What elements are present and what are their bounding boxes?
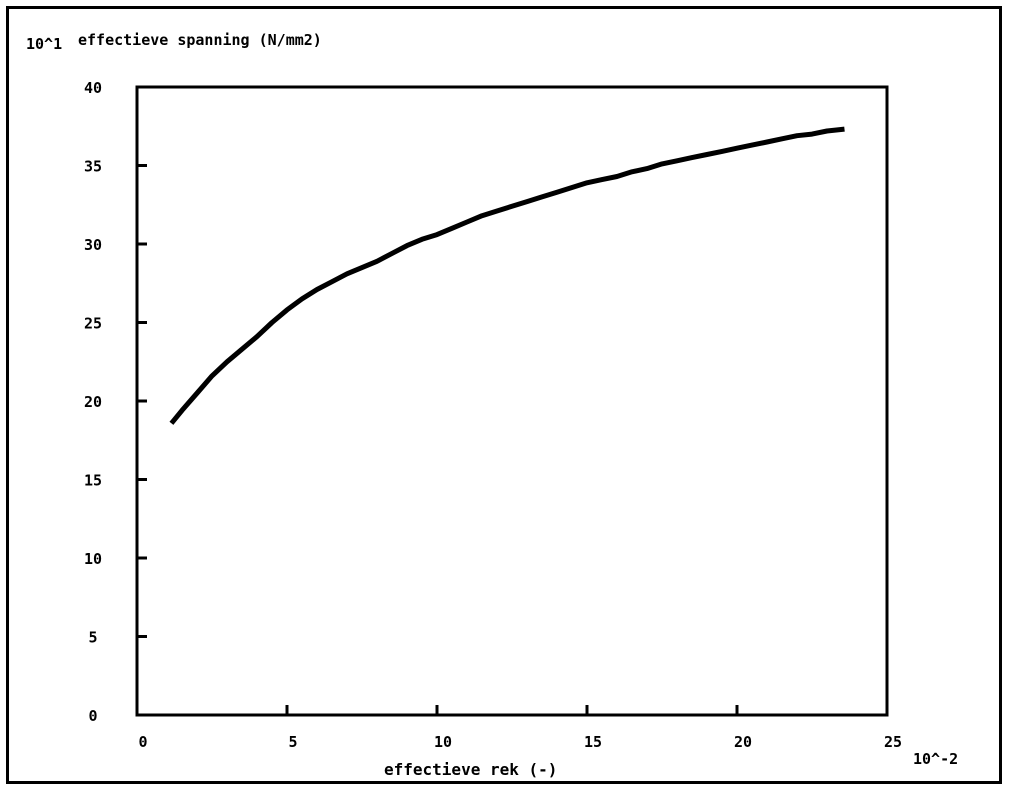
y-tick-label: 30 [84, 236, 102, 254]
plot-border [135, 85, 889, 717]
y-axis-ticks: 0 5 10 15 20 25 30 35 40 [84, 79, 147, 725]
x-axis-multiplier: 10^-2 [913, 750, 959, 768]
y-tick-label: 20 [84, 393, 102, 411]
x-tick-label: 5 [288, 733, 297, 751]
x-tick-label: 25 [884, 733, 902, 751]
y-tick-label: 25 [84, 315, 102, 333]
stress-strain-line [169, 126, 845, 425]
chart-frame [6, 6, 1002, 784]
y-tick-label: 15 [84, 472, 102, 490]
y-axis-label: effectieve spanning (N/mm2) [78, 31, 322, 49]
x-axis-label: effectieve rek (-) [384, 760, 558, 779]
y-tick-label: 0 [88, 707, 97, 725]
x-tick-label: 20 [734, 733, 752, 751]
y-axis-multiplier: 10^1 [26, 35, 63, 53]
x-tick-label: 0 [138, 733, 147, 751]
y-tick-label: 35 [84, 158, 102, 176]
x-axis-ticks: 0 5 10 15 20 25 [135, 705, 902, 751]
y-tick-label: 10 [84, 550, 102, 568]
x-tick-label: 15 [584, 733, 602, 751]
y-tick-label: 5 [88, 629, 97, 647]
y-tick-label: 40 [84, 79, 102, 97]
x-tick-label: 10 [434, 733, 452, 751]
